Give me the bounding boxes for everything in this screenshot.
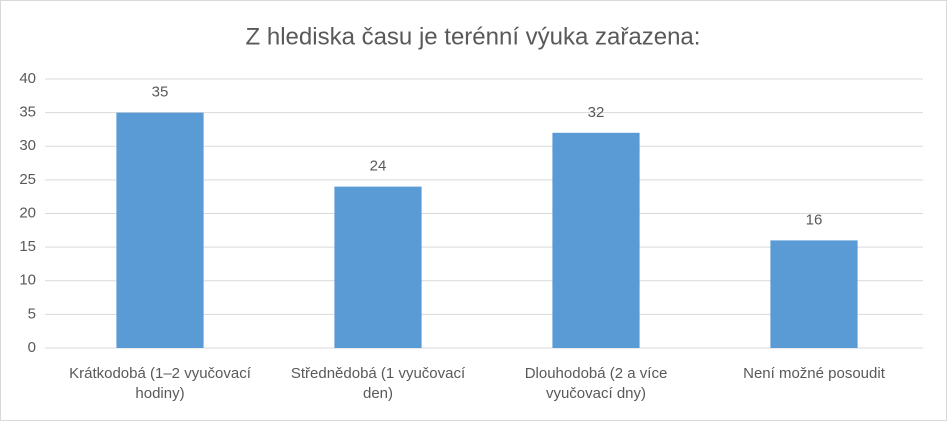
x-tick-label: Střednědobá (1 vyučovací den) [290,365,466,402]
y-tick-label: 0 [28,339,36,356]
y-tick-label: 35 [19,104,36,121]
x-tick-label: Krátkodobá (1–2 vyučovací hodiny) [69,365,251,402]
y-tick-label: 5 [28,305,36,322]
data-label: 32 [588,104,605,121]
bar [552,132,640,348]
x-tick-label: Není možné posoudit [743,365,885,382]
y-tick-label: 10 [19,272,36,289]
x-tick-label: Dlouhodobá (2 a více vyučovací dny) [524,365,668,402]
y-tick-label: 40 [19,70,36,87]
y-tick-label: 20 [19,204,36,221]
y-tick-label: 30 [19,137,36,154]
y-tick-label: 15 [19,238,36,255]
bar [334,186,422,348]
chart-title: Z hlediska času je terénní výuka zařazen… [246,23,701,50]
bar [116,112,204,348]
data-label: 35 [152,84,169,101]
bar [770,240,858,348]
data-label: 16 [806,211,823,228]
data-label: 24 [370,158,387,175]
y-tick-label: 25 [19,171,36,188]
